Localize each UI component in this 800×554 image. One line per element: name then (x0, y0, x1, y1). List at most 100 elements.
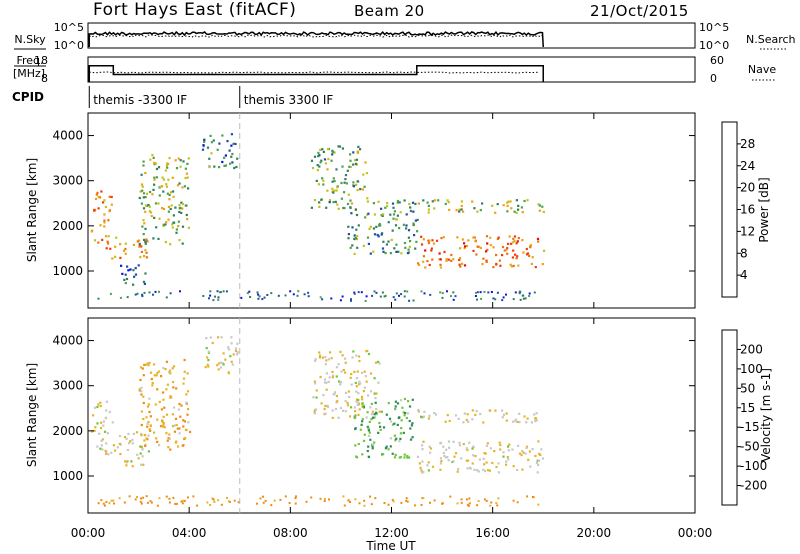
data-cell (332, 393, 335, 396)
data-cell (161, 185, 164, 188)
data-cell (367, 445, 370, 448)
data-cell (352, 181, 355, 184)
data-cell (100, 499, 103, 502)
data-cell (417, 262, 420, 265)
data-cell (361, 420, 364, 423)
data-cell (353, 370, 356, 373)
data-cell (151, 193, 154, 196)
data-cell (391, 452, 394, 455)
data-cell (461, 238, 464, 241)
data-cell (164, 241, 167, 244)
data-cell (459, 257, 462, 260)
data-cell (106, 432, 109, 435)
data-cell (168, 501, 171, 504)
data-cell (208, 157, 211, 160)
data-cell (119, 243, 122, 246)
data-cell (421, 444, 424, 447)
data-cell (336, 400, 339, 403)
data-cell (486, 248, 489, 251)
data-cell (513, 235, 517, 238)
data-cell (537, 503, 540, 506)
data-cell (100, 444, 103, 447)
data-cell (507, 458, 510, 461)
data-cell (392, 213, 396, 216)
data-cell (365, 416, 368, 419)
data-cell (179, 159, 182, 162)
ytick-label: 3000 (52, 379, 83, 393)
data-cell (160, 408, 163, 411)
data-cell (427, 461, 430, 464)
data-cell (366, 425, 369, 428)
data-cell (313, 155, 317, 158)
data-cell (418, 462, 421, 465)
data-cell (426, 464, 429, 467)
data-cell (178, 402, 181, 406)
data-cell (377, 431, 380, 434)
data-cell (185, 401, 188, 404)
data-cell (489, 504, 492, 507)
data-cell (352, 151, 355, 154)
data-cell (486, 242, 489, 245)
data-cell (363, 370, 366, 373)
data-cell (387, 221, 390, 224)
data-cell (457, 417, 460, 420)
data-cell (525, 253, 529, 256)
data-cell (151, 381, 154, 385)
data-cell (405, 213, 408, 216)
data-cell (341, 354, 344, 357)
data-cell (107, 242, 110, 245)
data-cell (512, 249, 515, 252)
data-cell (431, 465, 435, 468)
data-cell (443, 454, 446, 458)
data-cell (399, 432, 402, 435)
data-cell (332, 150, 335, 153)
data-cell (207, 365, 210, 368)
data-cell (350, 383, 353, 386)
data-cell (118, 435, 122, 438)
data-cell (472, 249, 475, 252)
data-cell (343, 207, 346, 210)
data-cell (146, 425, 149, 428)
data-cell (219, 291, 222, 294)
data-cell (180, 211, 183, 214)
data-cell (371, 443, 375, 446)
data-cell (333, 391, 337, 394)
data-cell (538, 209, 541, 212)
data-cell (163, 406, 166, 409)
data-cell (171, 367, 174, 370)
data-cell (343, 357, 347, 360)
data-cell (372, 250, 375, 253)
data-cell (120, 264, 123, 267)
data-cell (145, 416, 148, 419)
data-cell (123, 436, 127, 439)
data-cell (439, 457, 443, 460)
data-cell (376, 233, 379, 237)
data-cell (187, 226, 190, 229)
data-cell (187, 421, 190, 424)
data-cell (495, 502, 498, 504)
colorbar-tick-label: 24 (740, 159, 755, 173)
data-cell (147, 203, 150, 207)
data-cell (364, 300, 367, 302)
data-cell (97, 195, 100, 198)
data-cell (541, 205, 544, 208)
data-cell (178, 207, 181, 210)
data-cell (137, 457, 140, 460)
data-cell (514, 253, 517, 256)
data-cell (155, 374, 158, 377)
data-cell (104, 449, 107, 452)
data-cell (415, 240, 418, 243)
data-cell (135, 431, 139, 434)
data-cell (463, 242, 466, 245)
data-cell (353, 234, 356, 237)
data-cell (115, 236, 118, 239)
data-cell (419, 466, 422, 469)
data-cell (442, 236, 445, 239)
data-cell (434, 413, 438, 416)
data-cell (106, 240, 109, 243)
data-cell (364, 216, 367, 219)
data-cell (323, 158, 327, 161)
data-cell (379, 295, 382, 298)
data-cell (172, 190, 175, 193)
data-cell (225, 290, 228, 293)
